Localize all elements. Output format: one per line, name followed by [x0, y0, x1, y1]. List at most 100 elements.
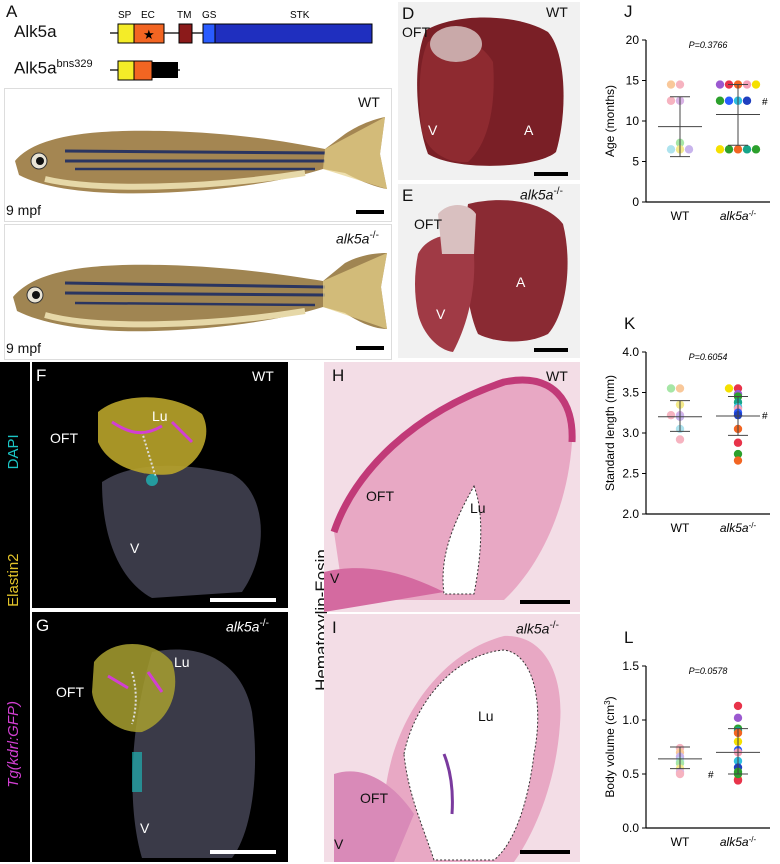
y-tick-label: 3.5	[622, 386, 639, 400]
x-category-label: alk5a-/-	[720, 521, 757, 535]
heart-wt-label: WT	[546, 4, 568, 20]
fish-wt-scalebar	[356, 210, 384, 214]
data-point	[751, 80, 761, 89]
fluor-label-dapi: DAPI	[5, 434, 22, 470]
heart-wt-drawing	[417, 17, 564, 166]
fluor-mut-label: alk5a-/-	[226, 618, 269, 635]
y-tick-label: 2.0	[622, 507, 639, 521]
fluor-wt-scalebar	[210, 598, 276, 602]
data-point	[733, 456, 743, 465]
p-value-label: P=0.3766	[689, 40, 728, 50]
he-mut-oft: OFT	[360, 790, 388, 806]
he-wt-label: WT	[546, 368, 568, 384]
fluor-wt-image	[32, 362, 288, 608]
fish-wt-image	[4, 88, 392, 222]
he-wt-image	[324, 362, 580, 612]
heart-mut-v: V	[436, 306, 446, 322]
fluor-mut-v: V	[140, 820, 150, 836]
mut-truncated-tail	[152, 62, 178, 78]
data-point	[675, 435, 685, 444]
fluor-mut-drawing	[92, 644, 256, 858]
mut-domain-sp	[117, 60, 135, 81]
y-tick-label: 2.5	[622, 467, 639, 481]
data-point	[724, 145, 734, 154]
y-tick-label: 5	[632, 155, 639, 169]
domain-stk	[214, 23, 373, 44]
y-tick-label: 1.0	[622, 713, 639, 727]
x-category-label: alk5a-/-	[720, 209, 757, 223]
data-point	[733, 438, 743, 447]
fluor-channel-legend: Tg(kdrl:GFP) Elastin2 DAPI	[0, 362, 30, 862]
fish-mut-drawing	[13, 253, 387, 332]
he-mut-label-base: alk5a	[516, 620, 550, 637]
fish-mut-scalebar	[356, 346, 384, 350]
fluor-label-tg: Tg(kdrl:GFP)	[5, 701, 22, 788]
fish-mut-label-base: alk5a	[336, 230, 370, 247]
hash-marker: #	[762, 411, 768, 422]
he-mut-lu: Lu	[478, 708, 494, 724]
heart-mut-image	[398, 184, 580, 358]
data-point	[715, 80, 725, 89]
panel-label-g: G	[36, 616, 50, 635]
data-point	[666, 145, 676, 154]
panel-label-d: D	[402, 4, 415, 23]
he-wt-oft: OFT	[366, 488, 394, 504]
heart-mut-a: A	[516, 274, 526, 290]
fluor-mut-label-base: alk5a	[226, 618, 260, 635]
y-tick-label: 0.5	[622, 767, 639, 781]
domain-sp	[117, 23, 135, 44]
heart-mut-scalebar	[534, 348, 568, 352]
panel-label-j: J	[624, 2, 633, 21]
data-point	[715, 96, 725, 105]
fish-mut-image	[4, 224, 392, 360]
data-point	[733, 713, 743, 723]
hash-marker: #	[762, 97, 768, 108]
panel-label-i: I	[332, 618, 337, 637]
domain-gs	[202, 23, 216, 44]
fish-mut-label: alk5a-/-	[336, 230, 379, 247]
data-point	[724, 384, 734, 393]
fish-wt-age: 9 mpf	[6, 202, 42, 218]
he-wt-v: V	[330, 570, 340, 586]
fluor-wt-label: WT	[252, 368, 274, 384]
protein-name-mutant-base: Alk5a	[14, 58, 57, 78]
heart-mut-label-base: alk5a	[520, 186, 554, 203]
fish-mut-age: 9 mpf	[6, 340, 42, 356]
data-point	[675, 384, 685, 393]
protein-name-full: Alk5a	[14, 22, 57, 41]
fluor-wt-oft: OFT	[50, 430, 78, 446]
he-wt-drawing	[324, 376, 576, 612]
he-mut-label-sup: -/-	[549, 620, 559, 631]
x-category-label: WT	[671, 209, 690, 222]
heart-mut-label: alk5a-/-	[520, 186, 563, 203]
p-value-label: P=0.0578	[689, 666, 728, 676]
fluor-legend-rotated: Tg(kdrl:GFP) Elastin2 DAPI	[5, 371, 31, 851]
panel-label-f: F	[36, 366, 47, 385]
data-point	[675, 769, 685, 779]
data-point	[675, 80, 685, 89]
heart-mut-drawing	[415, 200, 568, 352]
heart-wt-oft: OFT	[402, 24, 430, 40]
y-axis-label: Standard length (mm)	[603, 375, 617, 491]
fluor-mut-image	[32, 612, 288, 862]
heart-mut-label-sup: -/-	[553, 186, 563, 197]
y-tick-label: 15	[626, 74, 640, 88]
fluor-mut-scalebar	[210, 850, 276, 854]
he-mut-label: alk5a-/-	[516, 620, 559, 637]
he-mut-scalebar	[520, 850, 570, 854]
fish-mut-label-sup: -/-	[369, 230, 379, 241]
p-value-label: P=0.6054	[689, 352, 728, 362]
panel-label-h: H	[332, 366, 345, 385]
fluor-mut-label-sup: -/-	[259, 618, 269, 629]
y-tick-label: 1.5	[622, 659, 639, 673]
data-point	[724, 96, 734, 105]
chart-standard-length: 2.0 2.5 3.0 3.5 4.0 Standard length (mm) P=0.6…	[603, 345, 770, 535]
data-point	[666, 96, 676, 105]
mut-domain-ec	[133, 60, 153, 81]
protein-name-mutant-sup: bns329	[56, 58, 93, 70]
y-tick-label: 4.0	[622, 345, 639, 359]
he-wt-scalebar	[520, 600, 570, 604]
y-axis-label: Age (months)	[603, 85, 617, 157]
data-point	[666, 410, 676, 420]
y-tick-label: 20	[626, 33, 640, 47]
